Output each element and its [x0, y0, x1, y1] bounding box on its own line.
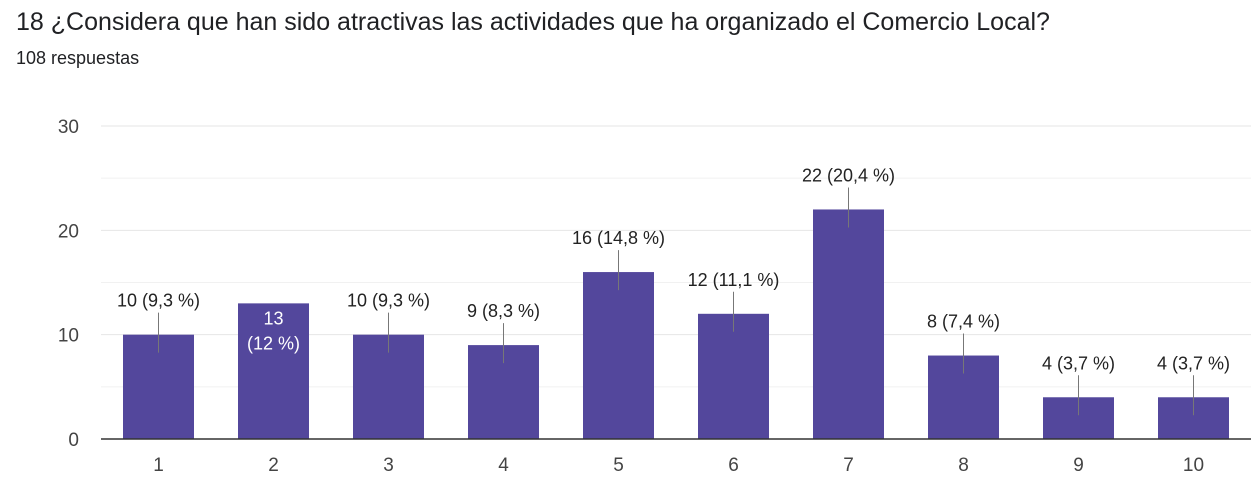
data-label: 10 (9,3 %): [117, 291, 200, 311]
data-label: 22 (20,4 %): [802, 165, 895, 185]
data-label: (12 %): [247, 333, 300, 353]
x-tick-label: 2: [268, 455, 279, 476]
bar: [583, 272, 654, 439]
bar: [813, 209, 884, 439]
x-tick-label: 10: [1183, 455, 1204, 476]
response-count: 108 respuestas: [16, 48, 140, 68]
y-tick-label: 0: [68, 430, 79, 451]
x-tick-label: 3: [383, 455, 394, 476]
data-label: 4 (3,7 %): [1157, 353, 1230, 373]
x-tick-label: 8: [958, 455, 969, 476]
y-tick-label: 30: [58, 117, 79, 138]
y-tick-label: 10: [58, 326, 79, 347]
bar: [238, 303, 309, 439]
data-label: 16 (14,8 %): [572, 228, 665, 248]
x-tick-label: 5: [613, 455, 624, 476]
data-label: 9 (8,3 %): [467, 301, 540, 321]
data-label: 12 (11,1 %): [688, 270, 780, 290]
question-title: 18 ¿Considera que han sido atractivas la…: [16, 8, 1050, 36]
bar: [698, 313, 769, 439]
data-label: 13: [263, 308, 283, 328]
data-label: 10 (9,3 %): [347, 291, 430, 311]
y-tick-label: 20: [58, 221, 79, 242]
data-label: 8 (7,4 %): [927, 312, 1000, 332]
x-tick-label: 9: [1073, 455, 1084, 476]
x-tick-label: 7: [843, 455, 854, 476]
data-label: 4 (3,7 %): [1042, 353, 1115, 373]
x-tick-label: 4: [498, 455, 509, 476]
x-tick-label: 6: [728, 455, 739, 476]
x-tick-label: 1: [153, 455, 164, 476]
